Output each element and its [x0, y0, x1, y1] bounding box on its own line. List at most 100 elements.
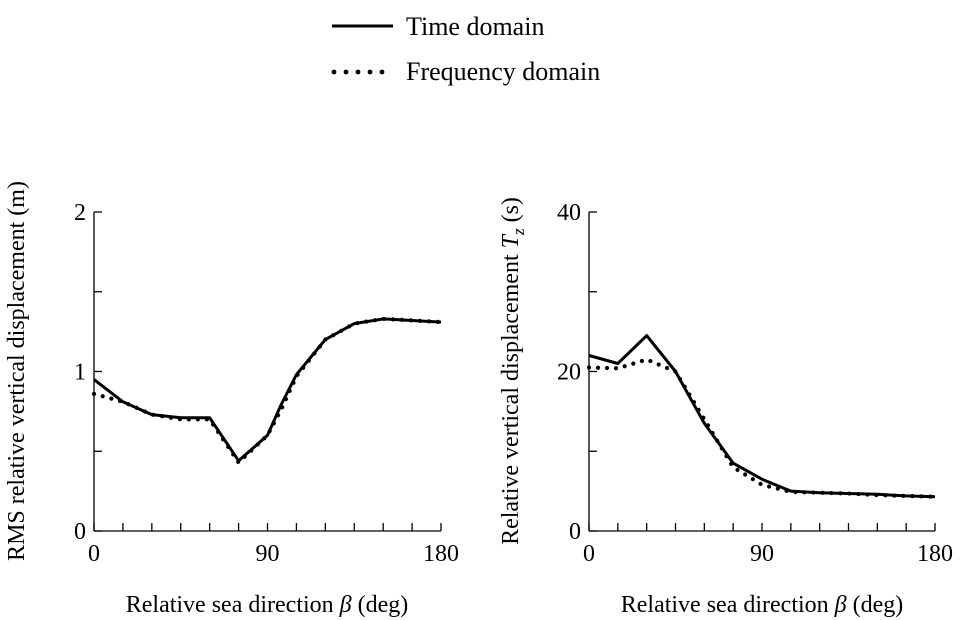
frequency-domain-point	[408, 318, 414, 323]
frequency-domain-point	[280, 405, 285, 410]
frequency-domain-point	[195, 417, 200, 422]
frequency-domain-point	[919, 494, 924, 499]
tick-label-group: 0 90 180 0 1 2	[74, 200, 459, 567]
chart-rms-displacement: 0 90 180 0 1 2 Relative sea direction β (deg)…	[4, 181, 459, 618]
frequency-domain-point	[211, 422, 216, 427]
frequency-domain-point	[784, 488, 789, 493]
frequency-domain-point	[126, 402, 131, 407]
frequency-domain-point	[775, 486, 780, 491]
frequency-domain-point	[381, 316, 387, 322]
frequency-domain-point	[622, 364, 627, 369]
x-tick-label: 0	[583, 541, 595, 567]
frequency-domain-point	[177, 417, 182, 422]
frequency-domain-point	[677, 376, 683, 382]
frequency-domain-point	[323, 337, 328, 342]
legend-label-time-domain: Time domain	[406, 12, 544, 41]
frequency-domain-point	[829, 490, 834, 496]
y-tick-label: 2	[74, 200, 86, 226]
frequency-domain-point	[724, 454, 729, 459]
y-tick-label: 20	[557, 360, 581, 386]
frequency-domain-point	[255, 442, 260, 447]
frequency-domain-point	[134, 405, 139, 410]
frequency-domain-point	[117, 398, 123, 404]
frequency-domain-point	[271, 421, 276, 426]
frequency-domain-point	[364, 319, 369, 324]
frequency-domain-point	[221, 437, 226, 442]
frequency-domain-point	[696, 407, 701, 412]
frequency-domain-point	[865, 492, 870, 497]
frequency-domain-point	[838, 491, 843, 496]
frequency-domain-point	[267, 429, 272, 434]
frequency-domain-point	[648, 358, 653, 364]
frequency-domain-point	[109, 396, 114, 401]
frequency-domain-point	[390, 317, 396, 322]
frequency-domain-point	[892, 493, 897, 498]
frequency-domain-point	[793, 489, 798, 495]
series-group	[91, 316, 442, 464]
tick-group	[588, 211, 936, 532]
frequency-domain-point	[856, 491, 861, 497]
x-tick-label: 90	[750, 541, 774, 567]
frequency-domain-point	[262, 436, 267, 441]
legend-dotted-swatch	[331, 69, 385, 75]
frequency-domain-point	[417, 318, 423, 323]
frequency-domain-point	[168, 415, 174, 420]
frequency-domain-point	[705, 423, 711, 428]
frequency-domain-point	[910, 493, 915, 499]
y-tick-label: 0	[74, 519, 86, 545]
frequency-domain-point	[687, 392, 692, 397]
frequency-domain-point	[306, 358, 311, 363]
frequency-domain-point	[236, 459, 241, 464]
frequency-domain-point	[275, 413, 281, 418]
frequency-domain-point	[159, 414, 165, 419]
frequency-domain-point	[613, 366, 619, 371]
frequency-domain-point	[639, 358, 644, 364]
frequency-domain-point	[283, 396, 289, 402]
frequency-domain-point	[226, 444, 231, 449]
frequency-domain-point	[291, 380, 296, 385]
x-axis-label: Relative sea direction β (deg)	[126, 592, 409, 618]
x-tick-label: 180	[423, 541, 459, 567]
y-tick-label: 0	[569, 519, 581, 545]
frequency-domain-point	[874, 492, 879, 498]
y-tick-label: 1	[74, 360, 86, 386]
frequency-domain-point	[719, 446, 724, 451]
legend-label-frequency-domain: Frequency domain	[406, 57, 600, 86]
frequency-domain-point	[355, 321, 360, 326]
frequency-domain-point	[186, 417, 191, 422]
frequency-domain-point	[399, 317, 405, 323]
y-axis-label: Relative vertical displacement Tz (s)	[498, 197, 528, 545]
frequency-domain-point	[691, 400, 697, 405]
frequency-domain-point	[91, 391, 97, 396]
frequency-domain-point	[100, 394, 105, 399]
frequency-domain-point	[847, 491, 852, 496]
time-domain-line	[93, 317, 442, 463]
frequency-domain-point	[673, 369, 678, 374]
frequency-domain-point	[331, 333, 336, 338]
frequency-domain-point	[301, 365, 306, 370]
frequency-domain-point	[767, 484, 772, 489]
frequency-domain-point	[586, 365, 592, 370]
chart-tz-displacement: 0 90 180 0 20 40 Relative sea direction β (de…	[498, 197, 953, 618]
y-tick-label: 40	[557, 200, 581, 226]
frequency-domain-point	[231, 452, 236, 457]
frequency-domain-point	[595, 365, 601, 370]
frequency-domain-point	[312, 351, 317, 356]
y-axis-label: RMS relative vertical displacement (m)	[4, 181, 30, 561]
frequency-domain-point	[435, 319, 441, 324]
frequency-domain-point	[820, 490, 825, 495]
frequency-domain-point	[656, 362, 661, 367]
frequency-domain-point	[750, 477, 755, 482]
frequency-domain-point	[142, 409, 147, 414]
frequency-domain-point	[151, 412, 156, 417]
x-tick-label: 0	[88, 541, 100, 567]
frequency-domain-point	[604, 365, 610, 371]
frequency-domain-point	[426, 319, 432, 324]
tick-label-group: 0 90 180 0 20 40	[557, 200, 953, 567]
frequency-domain-point	[811, 490, 816, 495]
legend: Time domain Frequency domain	[331, 12, 600, 86]
x-tick-label: 180	[917, 541, 953, 567]
frequency-domain-point	[631, 361, 636, 366]
frequency-domain-point	[715, 438, 720, 443]
